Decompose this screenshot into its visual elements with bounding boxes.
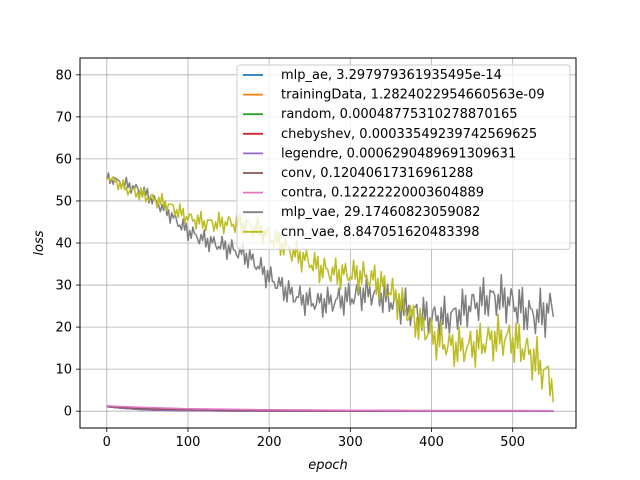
y-tick-label: 50 [55, 194, 72, 209]
series-line [106, 175, 555, 403]
series-line [106, 404, 554, 412]
legend-entry: contra, 0.12222220003604889 [281, 186, 484, 201]
y-tick-label: 70 [55, 110, 72, 125]
legend-entry: chebyshev, 0.00033549239742569625 [281, 127, 537, 142]
legend-entry: trainingData, 1.2824022954660563e-09 [281, 88, 545, 103]
legend-entry: legendre, 0.0006290489691309631 [281, 146, 516, 161]
legend-box [236, 64, 571, 250]
y-tick-label: 80 [55, 68, 72, 83]
x-tick-label: 500 [500, 435, 525, 450]
x-axis: 0 100 200 300 400 500 [103, 428, 525, 450]
legend-entry: mlp_ae, 3.297979361935495e-14 [281, 68, 502, 83]
x-axis-label: epoch [308, 458, 348, 473]
y-tick-label: 10 [55, 363, 72, 378]
series-line [106, 172, 555, 338]
legend: mlp_ae, 3.297979361935495e-14 trainingDat… [236, 64, 571, 250]
y-tick-label: 60 [55, 152, 72, 167]
legend-entry: cnn_vae, 8.847051620483398 [281, 225, 480, 240]
x-tick-label: 0 [103, 435, 111, 450]
y-axis-label: loss [32, 230, 47, 255]
y-tick-label: 0 [64, 405, 72, 420]
y-tick-label: 20 [55, 321, 72, 336]
x-tick-label: 400 [419, 435, 444, 450]
legend-entry: conv, 0.12040617316961288 [281, 166, 473, 181]
x-tick-label: 300 [338, 435, 363, 450]
legend-entry: random, 0.00048775310278870165 [281, 107, 518, 122]
x-tick-label: 100 [176, 435, 201, 450]
y-tick-label: 40 [55, 237, 72, 252]
legend-entry: mlp_vae, 29.17460823059082 [281, 205, 480, 220]
y-axis: 0 10 20 30 40 50 60 70 80 [55, 68, 80, 420]
y-tick-label: 30 [55, 279, 72, 294]
series-layer [106, 172, 555, 412]
x-tick-label: 200 [257, 435, 282, 450]
